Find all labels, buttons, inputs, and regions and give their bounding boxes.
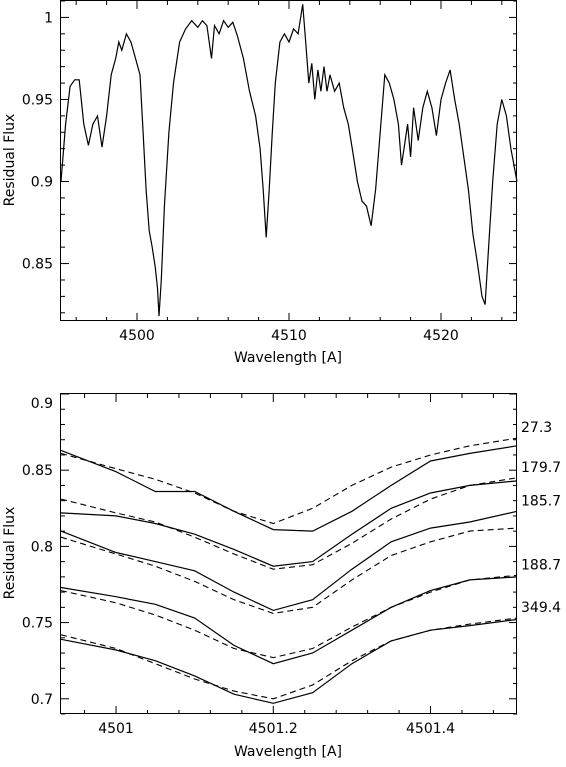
bottom-series-group bbox=[60, 437, 518, 704]
series-label-27.3: 27.3 bbox=[521, 420, 552, 436]
spectrum-line bbox=[60, 4, 518, 317]
top-plot-frame bbox=[60, 0, 517, 321]
top-x-tick-label: 4520 bbox=[423, 328, 459, 344]
top-series-group bbox=[60, 4, 518, 317]
bottom-y-tick-label: 0.8 bbox=[31, 539, 53, 555]
series-label-349.4: 349.4 bbox=[521, 600, 561, 616]
top-axis-ticks: 4500 4510 4520 0.85 0.9 0.95 1 bbox=[22, 0, 517, 344]
bottom-axis-ticks: 4501 4501.2 4501.4 0.7 0.75 0.8 0.85 0.9 bbox=[22, 393, 517, 737]
top-y-tick-label: 1 bbox=[44, 10, 53, 26]
series-label-188.7: 188.7 bbox=[521, 557, 561, 573]
model-line-188.7 bbox=[60, 574, 518, 659]
bottom-y-tick-label: 0.85 bbox=[22, 463, 53, 479]
top-x-tick-label: 4500 bbox=[119, 328, 155, 344]
bottom-x-tick-label: 4501.2 bbox=[249, 721, 298, 737]
model-line-185.7 bbox=[60, 527, 518, 614]
model-line-179.7 bbox=[60, 477, 518, 570]
observed-line-188.7 bbox=[60, 576, 518, 665]
bottom-lineprofile-panel: 4501 4501.2 4501.4 0.7 0.75 0.8 0.85 0.9 27.3 17… bbox=[2, 393, 561, 760]
observed-line-349.4 bbox=[60, 618, 518, 704]
top-y-tick-label: 0.95 bbox=[22, 92, 53, 108]
bottom-x-axis-title: Wavelength [A] bbox=[234, 744, 342, 760]
top-y-tick-label: 0.85 bbox=[22, 257, 53, 273]
top-y-axis-title: Residual Flux bbox=[2, 114, 18, 207]
bottom-y-axis-title: Residual Flux bbox=[2, 507, 18, 600]
bottom-y-tick-label: 0.7 bbox=[31, 692, 53, 708]
bottom-y-tick-label: 0.75 bbox=[22, 616, 53, 632]
top-x-axis-title: Wavelength [A] bbox=[234, 350, 342, 366]
top-y-tick-label: 0.9 bbox=[31, 175, 53, 191]
series-label-185.7: 185.7 bbox=[521, 493, 561, 509]
bottom-x-tick-label: 4501.4 bbox=[406, 721, 455, 737]
bottom-x-tick-label: 4501 bbox=[98, 721, 134, 737]
bottom-y-tick-label: 0.9 bbox=[31, 396, 53, 412]
model-line-27.3 bbox=[60, 437, 518, 525]
observed-line-179.7 bbox=[60, 480, 518, 567]
bottom-plot-frame bbox=[60, 393, 517, 714]
top-x-tick-label: 4510 bbox=[271, 328, 307, 344]
observed-line-185.7 bbox=[60, 510, 518, 612]
series-label-179.7: 179.7 bbox=[521, 460, 561, 476]
bottom-series-labels: 27.3 179.7 185.7 188.7 349.4 bbox=[521, 420, 561, 616]
observed-line-27.3 bbox=[60, 445, 518, 532]
model-line-349.4 bbox=[60, 617, 518, 700]
